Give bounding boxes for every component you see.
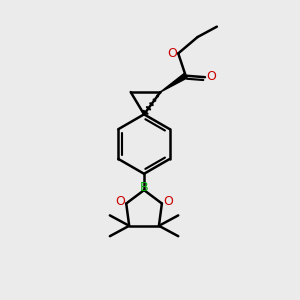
Text: B: B (140, 181, 148, 194)
Text: O: O (115, 195, 125, 208)
Text: O: O (207, 70, 217, 83)
Text: O: O (167, 47, 177, 60)
Text: O: O (163, 195, 173, 208)
Polygon shape (160, 74, 187, 92)
